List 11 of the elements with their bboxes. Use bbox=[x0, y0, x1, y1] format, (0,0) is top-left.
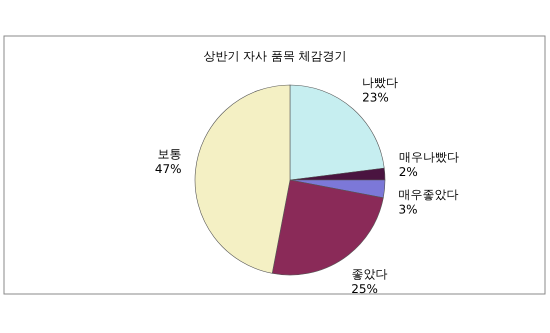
data-label: 23% bbox=[362, 90, 389, 104]
slice-label: 좋았다 bbox=[351, 267, 388, 282]
data-label: 47% bbox=[154, 162, 182, 176]
data-label: 2% bbox=[398, 165, 418, 180]
slice-label: 매우좋았다 bbox=[398, 187, 459, 202]
slice-label: 나빴다 bbox=[362, 75, 398, 90]
slice-label: 보통 bbox=[157, 146, 182, 161]
chart-title: 상반기 자사 품목 체감경기 bbox=[203, 49, 347, 63]
data-label: 3% bbox=[398, 202, 418, 216]
data-label: 25% bbox=[351, 282, 378, 296]
slice-label: 매우나빴다 bbox=[398, 150, 459, 164]
